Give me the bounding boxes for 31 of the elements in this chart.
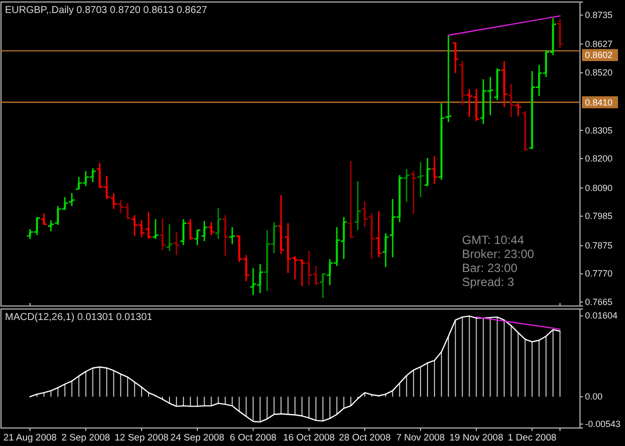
y-tick-label: 0.7665	[585, 296, 613, 307]
y-tick-label: 0.7985	[585, 211, 613, 222]
x-tick-label: 19 Nov 2008	[449, 432, 504, 444]
y-tick-label: 0.7770	[585, 268, 613, 279]
annotation: Bar: 23:00	[462, 261, 518, 275]
x-tick-label: 28 Oct 2008	[338, 432, 391, 444]
annotation: GMT: 10:44	[462, 233, 524, 247]
x-tick-label: 16 Oct 2008	[283, 432, 335, 444]
x-tick-label: 1 Dec 2008	[508, 432, 556, 444]
x-tick-label: 24 Sep 2008	[170, 432, 224, 444]
y-tick-label: 0.8305	[585, 125, 613, 136]
y-tick-label: 0.8627	[585, 38, 613, 49]
x-tick-label: 21 Aug 2008	[3, 432, 57, 444]
x-tick-label: 6 Oct 2008	[230, 432, 276, 444]
ref-line-label: 0.8602	[585, 50, 613, 60]
x-tick-label: 2 Sep 2008	[61, 432, 110, 444]
annotation: Spread: 3	[462, 275, 514, 289]
y-tick-label: 0.00	[585, 392, 603, 402]
x-tick-label: 7 Nov 2008	[396, 432, 445, 444]
y-tick-label: -0.00543	[585, 418, 621, 429]
chart-title: EURGBP,.Daily 0.8703 0.8720 0.8613 0.8627	[5, 5, 208, 16]
x-tick-label: 12 Sep 2008	[114, 432, 169, 444]
y-tick-label: 0.8520	[585, 68, 613, 78]
y-tick-label: 0.8735	[585, 10, 613, 20]
y-tick-label: 0.8090	[585, 182, 613, 193]
chart-title: MACD(12,26,1) 0.01301 0.01301	[5, 312, 153, 323]
ref-line-label: 0.8410	[585, 97, 613, 108]
y-tick-label: 0.7875	[585, 240, 613, 251]
y-tick-label: 0.01604	[585, 310, 618, 321]
annotation: Broker: 23:00	[462, 247, 534, 261]
y-tick-label: 0.8200	[585, 153, 613, 164]
